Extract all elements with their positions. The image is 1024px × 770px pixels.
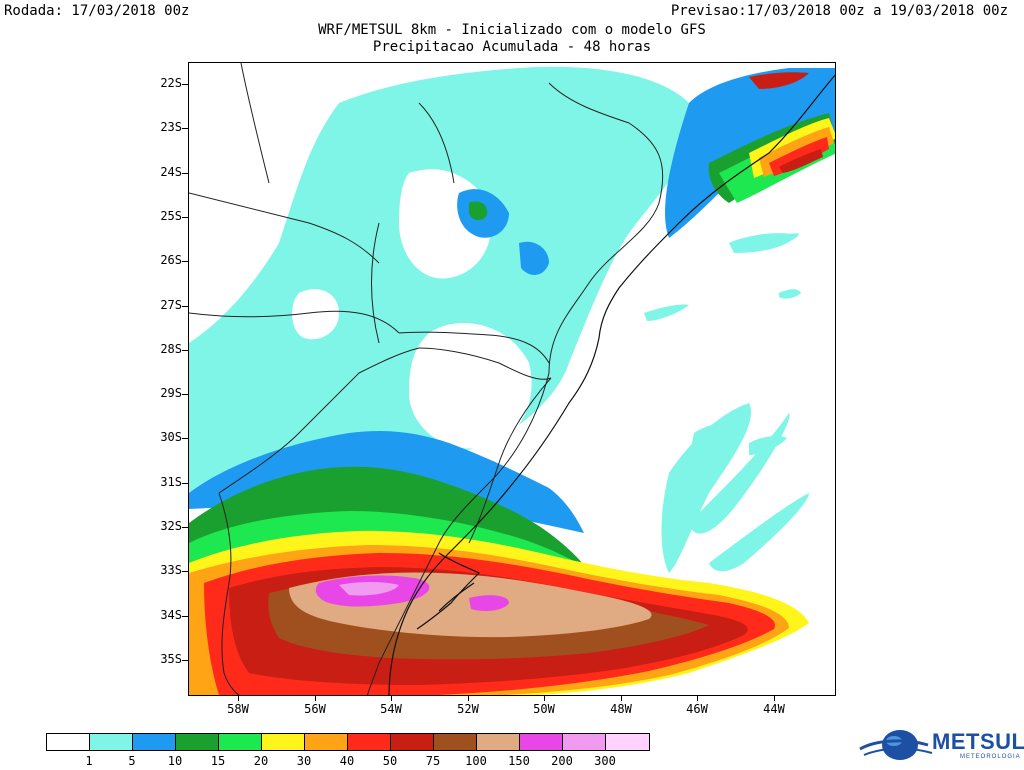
color-scale-legend xyxy=(46,733,650,751)
lat-tick-label: 34S xyxy=(160,608,182,622)
legend-label: 15 xyxy=(210,754,226,768)
lat-tick-label: 33S xyxy=(160,563,182,577)
legend-label: 1 xyxy=(85,754,93,768)
lat-tick xyxy=(182,84,188,85)
legend-label: 150 xyxy=(508,754,530,768)
precip-pink-areas xyxy=(339,582,399,596)
lon-tick xyxy=(315,696,316,701)
lon-tick-label: 56W xyxy=(304,702,326,716)
legend-swatch xyxy=(477,734,520,750)
legend-swatch xyxy=(47,734,90,750)
lat-tick xyxy=(182,261,188,262)
run-time-label: Rodada: 17/03/2018 00z xyxy=(4,3,190,19)
lat-tick-label: 22S xyxy=(160,76,182,90)
legend-swatch xyxy=(520,734,563,750)
brand-tagline: METEOROLOGIA xyxy=(960,754,1021,760)
map-canvas xyxy=(189,63,835,695)
lon-tick-label: 48W xyxy=(610,702,632,716)
lon-tick xyxy=(468,696,469,701)
lon-tick xyxy=(621,696,622,701)
legend-label: 30 xyxy=(296,754,312,768)
legend-swatch xyxy=(606,734,649,750)
dry-areas xyxy=(232,169,532,449)
legend-swatch xyxy=(90,734,133,750)
lat-tick xyxy=(182,128,188,129)
lat-tick-label: 30S xyxy=(160,430,182,444)
lat-tick xyxy=(182,394,188,395)
lat-tick-label: 24S xyxy=(160,165,182,179)
ocean-precip-streaks xyxy=(689,233,809,572)
legend-swatch xyxy=(348,734,391,750)
map-subtitle: Precipitacao Acumulada - 48 horas xyxy=(372,39,652,55)
lon-tick-label: 44W xyxy=(763,702,785,716)
lon-tick xyxy=(391,696,392,701)
lon-tick-label: 58W xyxy=(227,702,249,716)
legend-label: 10 xyxy=(167,754,183,768)
legend-swatch xyxy=(391,734,434,750)
lat-tick-label: 31S xyxy=(160,475,182,489)
lon-tick-label: 50W xyxy=(533,702,555,716)
legend-swatch xyxy=(262,734,305,750)
lon-tick xyxy=(238,696,239,701)
legend-swatch xyxy=(434,734,477,750)
map-title: WRF/METSUL 8km - Inicializado com o mode… xyxy=(318,22,706,38)
legend-swatch xyxy=(563,734,606,750)
precipitation-map xyxy=(188,62,836,696)
lat-tick xyxy=(182,527,188,528)
lat-tick-label: 29S xyxy=(160,386,182,400)
lon-tick xyxy=(774,696,775,701)
forecast-period-label: Previsao:17/03/2018 00z a 19/03/2018 00z xyxy=(670,3,1008,19)
political-borders xyxy=(189,63,664,695)
legend-swatch xyxy=(219,734,262,750)
lat-tick-label: 28S xyxy=(160,342,182,356)
brand-name: METSUL xyxy=(932,729,1024,754)
coastline xyxy=(388,74,835,695)
legend-label: 100 xyxy=(465,754,487,768)
precip-cyan-areas xyxy=(189,66,799,573)
legend-label: 300 xyxy=(594,754,616,768)
lon-tick xyxy=(697,696,698,701)
lat-tick xyxy=(182,660,188,661)
legend-label: 20 xyxy=(253,754,269,768)
legend-swatch xyxy=(305,734,348,750)
lat-tick xyxy=(182,571,188,572)
legend-label: 50 xyxy=(382,754,398,768)
lon-tick-label: 46W xyxy=(686,702,708,716)
lat-tick xyxy=(182,350,188,351)
lat-tick xyxy=(182,616,188,617)
lat-tick xyxy=(182,173,188,174)
lon-tick-label: 52W xyxy=(457,702,479,716)
legend-label: 200 xyxy=(551,754,573,768)
lat-tick xyxy=(182,483,188,484)
lat-tick-label: 27S xyxy=(160,298,182,312)
lat-tick-label: 35S xyxy=(160,652,182,666)
lon-tick-label: 54W xyxy=(380,702,402,716)
lat-tick-label: 26S xyxy=(160,253,182,267)
metsul-logo xyxy=(859,730,933,760)
lat-tick xyxy=(182,438,188,439)
legend-swatch xyxy=(133,734,176,750)
lat-tick xyxy=(182,217,188,218)
lon-tick xyxy=(544,696,545,701)
legend-swatch xyxy=(176,734,219,750)
lat-tick-label: 25S xyxy=(160,209,182,223)
lat-tick xyxy=(182,306,188,307)
legend-label: 5 xyxy=(128,754,136,768)
legend-label: 40 xyxy=(339,754,355,768)
lat-tick-label: 32S xyxy=(160,519,182,533)
lat-tick-label: 23S xyxy=(160,120,182,134)
legend-label: 75 xyxy=(425,754,441,768)
